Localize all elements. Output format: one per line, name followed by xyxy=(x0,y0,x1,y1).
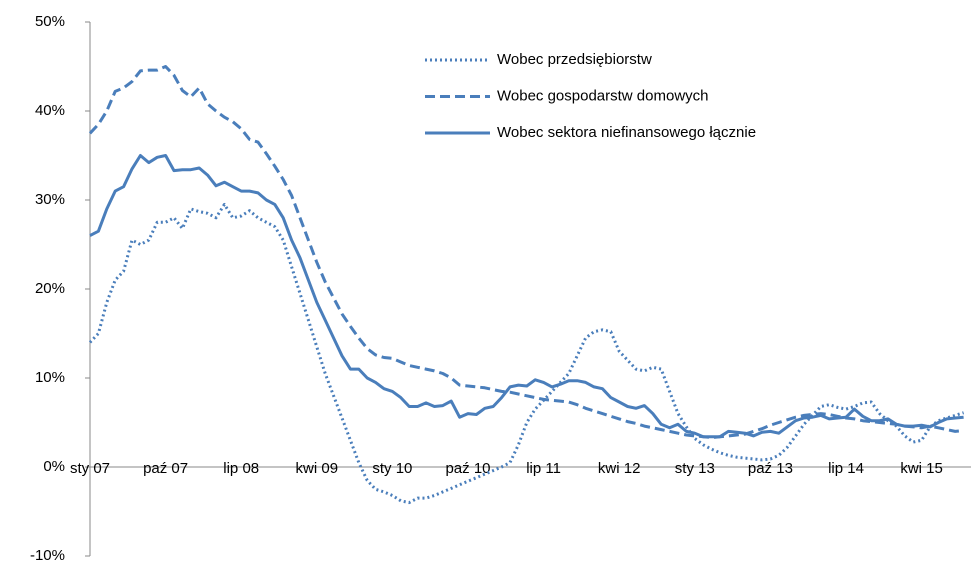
legend-label: Wobec gospodarstw domowych xyxy=(497,87,709,104)
y-tick-label: 0% xyxy=(43,458,65,475)
x-tick-label: lip 11 xyxy=(526,460,561,477)
x-tick-label: kwi 15 xyxy=(900,460,943,477)
y-tick-label: 40% xyxy=(35,102,65,119)
y-tick-label: 30% xyxy=(35,191,65,208)
series-line xyxy=(89,154,964,439)
x-tick-label: sty 13 xyxy=(675,460,715,477)
y-tick-label: -10% xyxy=(30,547,65,563)
x-tick-label: kwi 09 xyxy=(296,460,339,477)
y-tick-label: 20% xyxy=(35,280,65,297)
x-tick-label: paź 13 xyxy=(748,460,793,477)
legend-label: Wobec przedsiębiorstw xyxy=(497,51,652,68)
x-tick-label: kwi 12 xyxy=(598,460,641,477)
y-tick-label: 10% xyxy=(35,369,65,386)
x-tick-label: paź 10 xyxy=(445,460,490,477)
series-line xyxy=(88,65,964,440)
x-tick-label: paź 07 xyxy=(143,460,188,477)
y-tick-label: 50% xyxy=(35,13,65,30)
x-tick-label: lip 08 xyxy=(223,460,259,477)
x-tick-label: sty 07 xyxy=(70,460,110,477)
x-tick-label: sty 10 xyxy=(372,460,412,477)
series-line xyxy=(88,202,965,505)
legend-label: Wobec sektora niefinansowego łącznie xyxy=(497,124,756,141)
x-tick-label: lip 14 xyxy=(828,460,864,477)
